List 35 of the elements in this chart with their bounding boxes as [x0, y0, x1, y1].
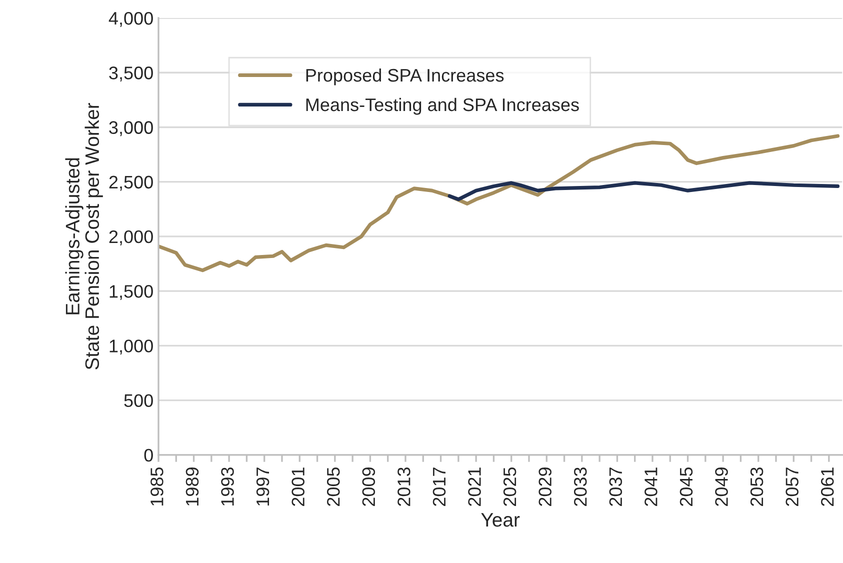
y-axis-title: Earnings-Adjusted State Pension Cost per Worker [65, 102, 103, 370]
x-tick-label: 1985 [150, 467, 164, 506]
x-tick-label: 1997 [256, 468, 270, 506]
y-tick-label: 1,500 [110, 285, 153, 300]
y-tick-label: 2,000 [109, 230, 153, 246]
x-tick-label: 2009 [362, 468, 376, 506]
x-tick-label: 2057 [786, 468, 798, 506]
y-tick-label: 4,000 [108, 12, 153, 27]
x-tick-label: 2029 [538, 468, 552, 506]
y-tick-label: 500 [124, 394, 153, 408]
x-tick-label: 2021 [468, 468, 481, 506]
x-tick-label: 2017 [432, 468, 446, 506]
y-tick-label: 3,500 [109, 66, 153, 82]
x-tick-label: 2025 [503, 467, 516, 506]
x-tick-label: 2005 [326, 467, 340, 506]
x-tick-label: 2053 [750, 468, 764, 506]
x-tick-label: 2045 [680, 467, 693, 506]
legend-label: Proposed SPA Increases [306, 68, 504, 86]
x-tick-label: 2049 [715, 468, 728, 506]
x-tick-label: 1989 [186, 468, 199, 506]
x-tick-label: 2061 [820, 468, 834, 506]
line-series [448, 181, 840, 202]
y-tick-label: 2,500 [109, 176, 153, 191]
x-tick-label: 1993 [221, 468, 234, 506]
x-tick-label: 2033 [574, 468, 587, 506]
x-tick-label: 2041 [644, 468, 658, 506]
x-tick-label: 2037 [609, 468, 622, 506]
legend-label: Means-Testing and SPA Increases [306, 98, 579, 115]
line-series [158, 134, 840, 272]
x-tick-label: 2013 [398, 468, 410, 506]
y-tick-label: 1,000 [110, 340, 153, 355]
x-axis-title: Year [481, 513, 520, 527]
y-tick-label: 3,000 [109, 121, 153, 136]
y-tick-label: 0 [144, 448, 153, 462]
x-tick-label: 2001 [292, 468, 304, 506]
